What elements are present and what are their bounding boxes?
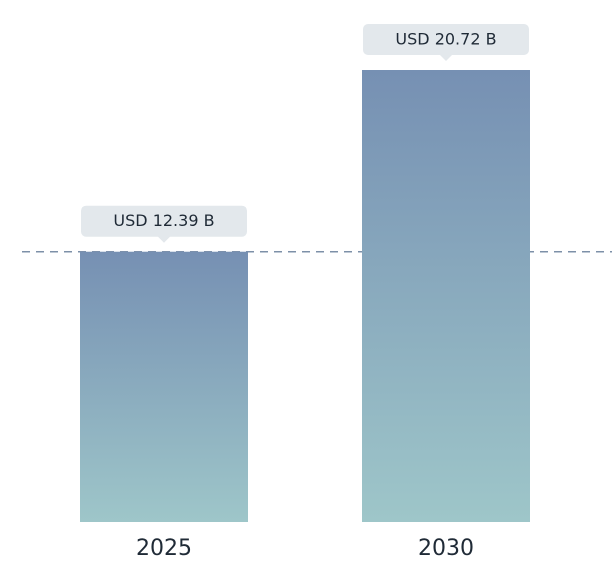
bar bbox=[362, 70, 530, 522]
x-tick-label: 2030 bbox=[418, 536, 474, 561]
value-label-pointer bbox=[157, 235, 171, 243]
x-tick-label: 2025 bbox=[136, 536, 192, 561]
value-label-box bbox=[363, 24, 529, 55]
value-label-pointer bbox=[439, 54, 453, 61]
value-label-box bbox=[81, 205, 247, 237]
value-label: USD 20.72 B bbox=[395, 30, 496, 49]
bar bbox=[80, 251, 248, 522]
value-label: USD 12.39 B bbox=[113, 211, 214, 230]
